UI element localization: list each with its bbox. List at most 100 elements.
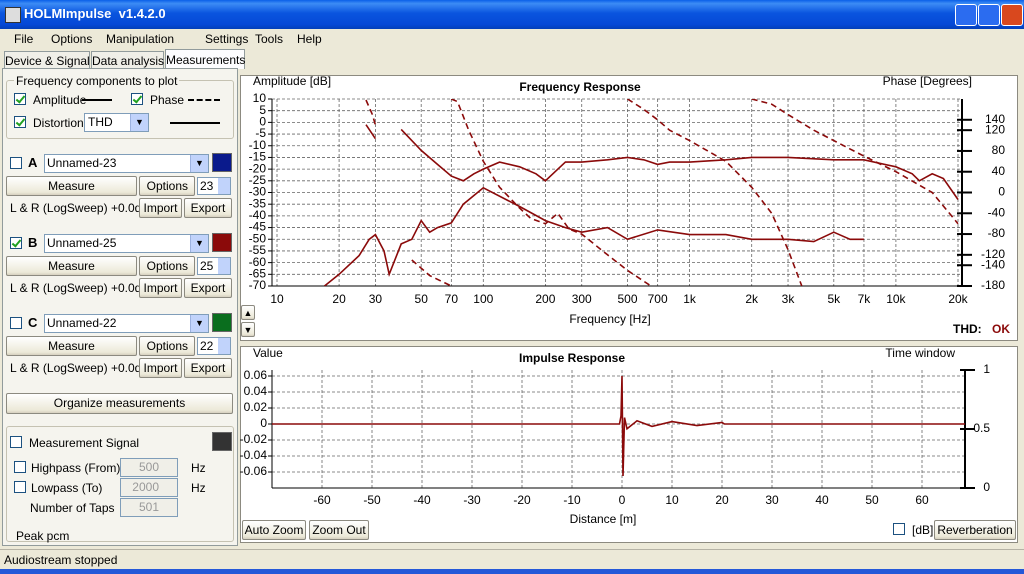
spin-arrows[interactable] [218,258,230,274]
status-text: Audiostream stopped [4,553,118,567]
tab[interactable]: Data analysis [91,51,164,69]
dropdown-arrow[interactable]: ▼ [130,114,148,131]
thd-status: OK [992,322,1010,336]
zoom-out-button[interactable]: Zoom Out [309,520,369,540]
spin-value: 22 [200,339,214,353]
checkbox-label[interactable]: Lowpass (To) [31,481,103,495]
checkbox-label[interactable]: [dB] [912,523,934,537]
dropdown[interactable]: THD ▼ [84,113,149,132]
checkbox[interactable] [893,523,905,535]
measurement-letter: B [28,235,38,250]
line-sample [170,122,220,124]
dropdown-text: THD [88,115,113,129]
checkbox[interactable] [10,436,22,448]
number-input[interactable]: 501 [120,498,178,517]
spin-value: 23 [200,179,214,193]
group-box [6,426,234,542]
checkbox-label[interactable]: Amplitude [33,93,87,107]
input-value: 501 [138,500,159,514]
measurement-info: L & R (LogSweep) +0.0dB [10,361,150,375]
color-swatch[interactable] [212,153,232,172]
menu-item[interactable]: Tools [255,32,284,46]
measure-button[interactable]: Measure [6,256,137,276]
measurement-letter: A [28,155,38,170]
close-button[interactable] [1001,4,1023,26]
input-value: 2000 [132,480,159,494]
input-value: 500 [138,460,159,474]
dropdown-arrow[interactable]: ▼ [190,155,208,172]
measurement-info: L & R (LogSweep) +0.0dB [10,281,150,295]
measurement-name[interactable]: Unnamed-22 ▼ [44,314,209,333]
export-button[interactable]: Export [184,278,232,298]
checkbox[interactable] [14,461,26,473]
checkbox[interactable] [10,157,22,169]
measurement-letter: C [28,315,38,330]
chart-panel [240,75,1018,341]
app-icon [5,7,21,23]
number-input[interactable]: 500 [120,458,178,477]
menu-item[interactable]: Manipulation [106,32,175,46]
spin-box[interactable]: 23 [197,177,231,195]
spin-value: 25 [200,259,214,273]
export-button[interactable]: Export [184,198,232,218]
menu-item[interactable]: Help [297,32,322,46]
color-swatch[interactable] [212,313,232,332]
export-button[interactable]: Export [184,358,232,378]
color-swatch[interactable] [212,233,232,252]
checkbox[interactable] [131,93,143,105]
unit-label: Hz [191,481,206,495]
tab[interactable]: Measurements [165,49,245,69]
chart-panel [240,346,1018,543]
menu-item[interactable]: Settings [205,32,249,46]
checkbox[interactable] [10,237,22,249]
checkbox-label[interactable]: Measurement Signal [29,436,140,450]
spin-box[interactable]: 22 [197,337,231,355]
options-button[interactable]: Options [139,336,195,356]
spin-box[interactable]: 25 [197,257,231,275]
measure-button[interactable]: Measure [6,176,137,196]
number-input[interactable]: 2000 [120,478,178,497]
measurement-name[interactable]: Unnamed-23 ▼ [44,154,209,173]
options-button[interactable]: Options [139,256,195,276]
options-button[interactable]: Options [139,176,195,196]
measure-button[interactable]: Measure [6,336,137,356]
checkbox-label[interactable]: Phase [150,93,185,107]
checkbox[interactable] [14,93,26,105]
window-title: HOLMImpulse v1.4.2.0 [24,6,166,21]
reverberation-button[interactable]: Reverberation [934,520,1016,540]
dropdown-text: Unnamed-25 [47,236,117,250]
scroll-up[interactable]: ▲ [241,305,255,320]
dropdown-text: Unnamed-23 [47,156,117,170]
maximize-button[interactable] [978,4,1000,26]
measurement-info: L & R (LogSweep) +0.0dB [10,201,150,215]
title-bar: HOLMImpulse v1.4.2.0 [0,0,1024,29]
tab[interactable]: Device & Signal [4,51,90,69]
checkbox[interactable] [14,116,26,128]
group-title: Frequency components to plot [14,74,180,88]
dropdown-arrow[interactable]: ▼ [190,315,208,332]
line-sample [188,99,220,101]
color-swatch[interactable] [212,432,232,451]
taskbar-strip [0,569,1024,574]
status-bar [0,549,1024,570]
checkbox[interactable] [14,481,26,493]
import-button[interactable]: Import [139,358,182,378]
scroll-down[interactable]: ▼ [241,322,255,337]
import-button[interactable]: Import [139,278,182,298]
checkbox-label[interactable]: Distortion [33,116,84,130]
checkbox-label[interactable]: Highpass (From) [31,461,121,475]
dropdown-text: Unnamed-22 [47,316,117,330]
minimize-button[interactable] [955,4,977,26]
field-label: Peak pcm [16,529,70,543]
checkbox[interactable] [10,317,22,329]
organize-button[interactable]: Organize measurements [6,393,233,414]
auto-zoom-button[interactable]: Auto Zoom [242,520,306,540]
menu-item[interactable]: Options [51,32,93,46]
import-button[interactable]: Import [139,198,182,218]
spin-arrows[interactable] [218,338,230,354]
measurement-name[interactable]: Unnamed-25 ▼ [44,234,209,253]
dropdown-arrow[interactable]: ▼ [190,235,208,252]
menu-item[interactable]: File [14,32,34,46]
spin-arrows[interactable] [218,178,230,194]
